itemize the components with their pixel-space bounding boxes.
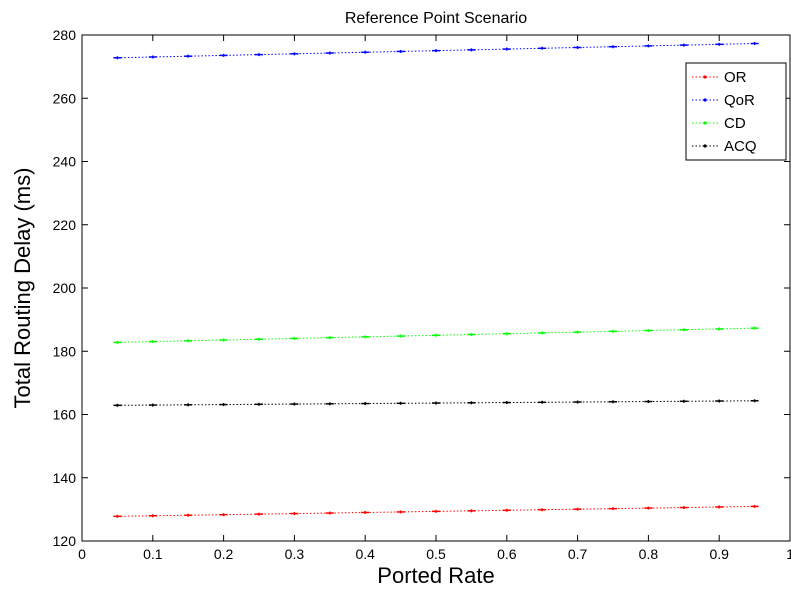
legend-label-acq: ACQ: [724, 138, 757, 155]
x-tick-label: 0.6: [497, 546, 517, 562]
x-tick-label: 1: [786, 546, 791, 562]
y-tick-label: 220: [53, 217, 77, 233]
chart-title: Reference Point Scenario: [345, 10, 527, 27]
x-tick-label: 0.2: [214, 546, 234, 562]
x-tick-label: 0.5: [426, 546, 446, 562]
x-tick-label: 0.4: [355, 546, 375, 562]
x-tick-label: 0.9: [709, 546, 729, 562]
y-tick-label: 120: [53, 533, 77, 549]
y-tick-label: 260: [53, 90, 77, 106]
x-axis-label: Ported Rate: [377, 563, 494, 588]
legend: OR QoR CD ACQ: [685, 62, 787, 161]
series-layer: [113, 42, 759, 518]
y-axis-label: Total Routing Delay (ms): [10, 168, 35, 409]
x-tick-label: 0.7: [568, 546, 588, 562]
legend-marker: [703, 98, 707, 102]
legend-box: [685, 62, 787, 161]
x-tick-label: 0: [78, 546, 86, 562]
y-tick-label: 200: [53, 280, 77, 296]
legend-marker: [703, 75, 707, 79]
x-tick-label: 0.3: [285, 546, 305, 562]
series-or: [113, 504, 759, 518]
axes: 0 0.1 0.2 0.3 0.4 0.5 0.6 0.7 0.8 0.9 1 120 140 160 18…: [53, 27, 791, 562]
series-qor: [113, 42, 759, 60]
legend-label-qor: QoR: [724, 92, 755, 109]
legend-label-cd: CD: [724, 115, 746, 132]
series-cd: [113, 326, 759, 344]
series-acq: [113, 399, 759, 407]
x-tick-label: 0.1: [143, 546, 163, 562]
legend-label-or: OR: [724, 69, 747, 86]
y-tick-label: 240: [53, 154, 77, 170]
plot-frame: [81, 34, 791, 542]
y-tick-label: 140: [53, 470, 77, 486]
x-tick-label: 0.8: [639, 546, 659, 562]
y-tick-label: 280: [53, 27, 77, 43]
y-tick-label: 160: [53, 407, 77, 423]
legend-marker: [703, 121, 707, 125]
legend-marker: [703, 144, 707, 148]
y-tick-label: 180: [53, 343, 77, 359]
